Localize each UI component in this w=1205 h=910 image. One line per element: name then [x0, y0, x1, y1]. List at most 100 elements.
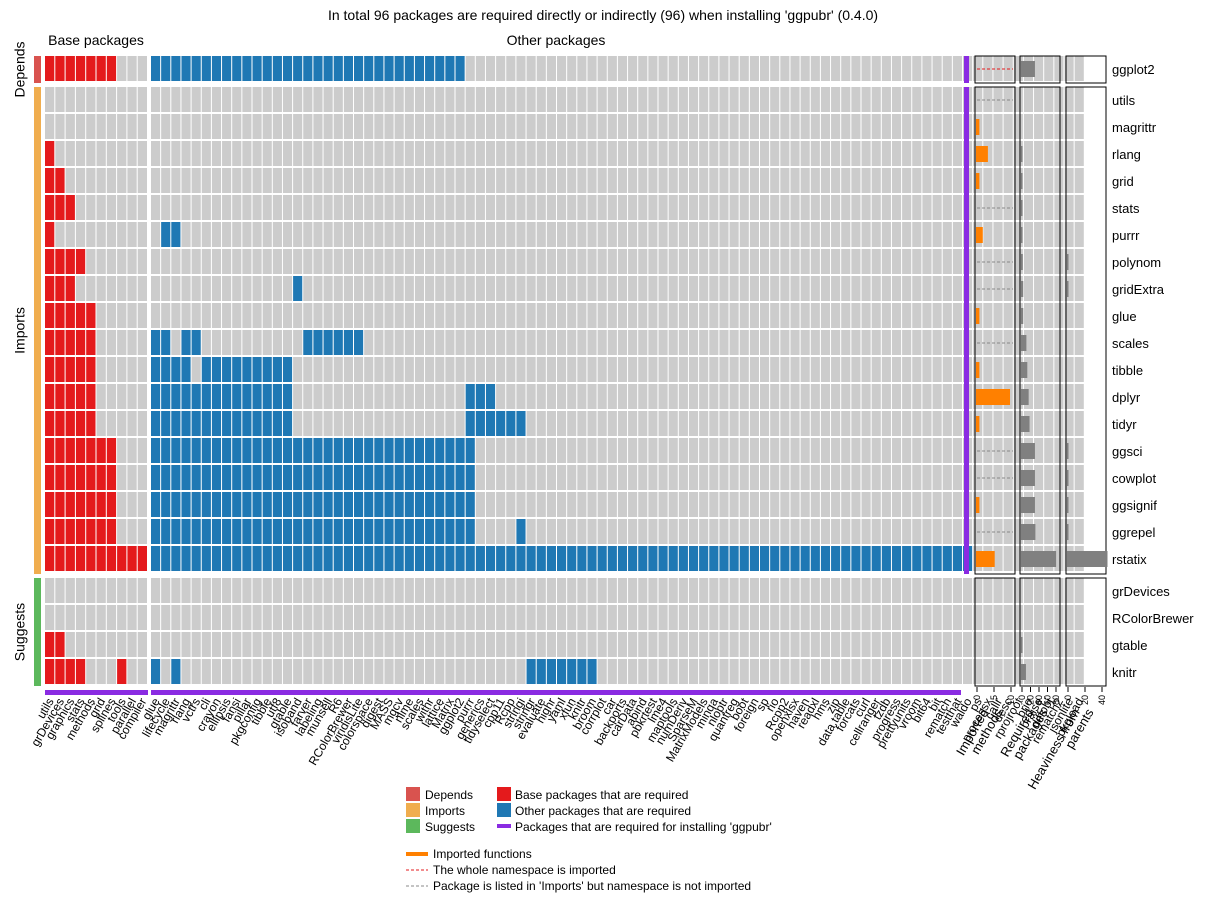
base-cell: [55, 411, 65, 436]
other-cell: [161, 141, 171, 166]
other-cell: [912, 303, 922, 328]
base-cell: [106, 546, 117, 571]
base-cell: [137, 56, 147, 81]
other-cell: [587, 357, 597, 382]
panel-frame-imported: [974, 86, 1016, 575]
other-cell: [404, 411, 414, 436]
other-cell: [333, 546, 343, 571]
required-bar: [1021, 389, 1029, 405]
other-cell: [425, 168, 435, 193]
other-cell: [922, 87, 932, 112]
other-cell: [902, 492, 912, 517]
base-cell: [86, 56, 96, 81]
other-cell: [891, 195, 902, 220]
other-cell: [232, 141, 242, 166]
other-cell: [770, 632, 780, 657]
other-cell: [1023, 114, 1034, 139]
other-cell: [252, 546, 262, 571]
base-cell: [75, 168, 86, 193]
other-cell: [557, 87, 567, 112]
row-label: rstatix: [1112, 552, 1147, 567]
base-cell: [86, 303, 96, 328]
other-cell: [516, 56, 526, 81]
other-cell: [516, 659, 526, 684]
other-cell: [780, 546, 790, 571]
other-cell: [1034, 195, 1044, 220]
other-cell: [384, 330, 394, 355]
other-cell: [668, 303, 678, 328]
other-cell: [658, 56, 668, 81]
other-cell: [364, 168, 374, 193]
base-cell: [75, 276, 86, 301]
other-cell: [262, 330, 272, 355]
other-cell: [232, 56, 242, 81]
other-cell: [770, 546, 780, 571]
other-cell: [455, 465, 465, 490]
base-cell: [117, 330, 127, 355]
other-cell: [151, 249, 161, 274]
other-cell: [425, 411, 435, 436]
other-cell: [1054, 168, 1064, 193]
other-cell: [394, 438, 404, 463]
other-cell: [343, 411, 353, 436]
other-cell: [831, 276, 841, 301]
other-cell: [810, 249, 820, 274]
other-cell: [171, 114, 181, 139]
other-cell: [902, 114, 912, 139]
other-cell: [902, 519, 912, 544]
other-cell: [323, 222, 333, 247]
other-cell: [597, 605, 607, 630]
other-cell: [912, 276, 922, 301]
other-cell: [323, 276, 333, 301]
base-cell: [117, 438, 127, 463]
other-cell: [790, 141, 800, 166]
other-cell: [749, 249, 759, 274]
other-cell: [871, 411, 881, 436]
other-cell: [760, 330, 770, 355]
other-cell: [932, 605, 942, 630]
other-cell: [709, 87, 719, 112]
other-cell: [414, 438, 425, 463]
other-cell: [841, 141, 851, 166]
base-cell: [117, 605, 127, 630]
other-cell: [516, 384, 526, 409]
row-label: magrittr: [1112, 120, 1157, 135]
other-cell: [343, 87, 353, 112]
base-cell: [86, 632, 96, 657]
other-cell: [678, 492, 688, 517]
other-cell: [800, 222, 810, 247]
base-cell: [96, 465, 106, 490]
other-cell: [485, 659, 496, 684]
other-cell: [648, 87, 658, 112]
other-cell: [739, 465, 749, 490]
other-cell: [952, 114, 962, 139]
other-cell: [658, 114, 668, 139]
base-cell: [117, 578, 127, 603]
other-cell: [912, 384, 922, 409]
other-cell: [191, 632, 201, 657]
base-cell: [45, 659, 55, 684]
other-cell: [841, 330, 851, 355]
other-cell: [963, 605, 973, 630]
other-cell: [891, 465, 902, 490]
other-cell: [293, 56, 303, 81]
other-cell: [252, 492, 262, 517]
other-cell: [506, 141, 516, 166]
other-cell: [628, 659, 638, 684]
other-cell: [658, 357, 668, 382]
other-cell: [262, 578, 272, 603]
base-cell: [137, 357, 147, 382]
other-cell: [760, 605, 770, 630]
panel-frame-required: [1019, 55, 1061, 84]
base-cell: [96, 303, 106, 328]
other-cell: [851, 632, 861, 657]
other-cell: [232, 659, 242, 684]
other-cell: [333, 578, 343, 603]
other-cell: [364, 114, 374, 139]
other-cell: [211, 411, 222, 436]
other-cell: [1074, 168, 1084, 193]
other-cell: [942, 465, 952, 490]
other-cell: [810, 632, 820, 657]
other-cell: [414, 578, 425, 603]
